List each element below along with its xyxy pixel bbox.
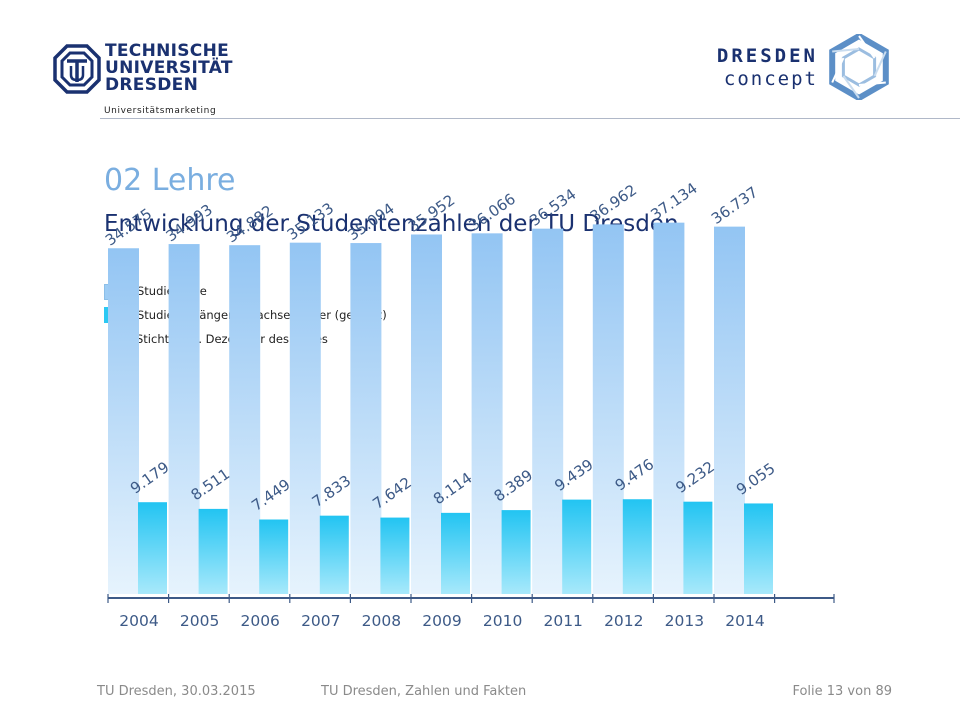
bar-studienanfaenger [683, 501, 713, 594]
page-subtitle: Entwicklung der Studentenzahlen der TU D… [104, 211, 679, 237]
x-tick-label: 2004 [119, 612, 158, 630]
x-tick-label: 2007 [301, 612, 340, 630]
data-label-studierende: 34.882 [223, 202, 276, 247]
bar-studierende [108, 248, 139, 594]
university-name: TECHNISCHE UNIVERSITÄT DRESDEN [105, 43, 245, 94]
bar-studierende [592, 224, 624, 594]
x-tick-label: 2012 [604, 612, 643, 630]
bar-studierende [471, 233, 503, 594]
data-label-studierende: 35.133 [284, 199, 337, 244]
data-label-studierende: 34.993 [163, 200, 216, 245]
tu-dresden-logo-icon [53, 44, 101, 94]
bar-studierende [168, 244, 200, 594]
unit-label: Universitätsmarketing [104, 106, 217, 116]
data-label-studierende: 36.534 [526, 185, 579, 230]
bar-studierende [532, 228, 564, 594]
dresden-concept-wordmark: DRESDEN concept [717, 44, 818, 90]
footer-topic: TU Dresden, Zahlen und Fakten [321, 684, 527, 699]
university-name-line: UNIVERSITÄT [105, 58, 233, 78]
data-label-studierende: 37.134 [647, 179, 700, 224]
x-tick-label: 2009 [422, 612, 461, 630]
data-label-studierende: 36.962 [587, 181, 640, 226]
x-tick-label: 2013 [665, 612, 704, 630]
bar-studierende [411, 234, 442, 595]
x-tick-label: 2006 [240, 612, 279, 630]
bar-studierende [229, 245, 261, 594]
x-tick-label: 2010 [483, 612, 522, 630]
bar-studienanfaenger [259, 519, 289, 594]
bar-studienanfaenger [138, 502, 167, 594]
page-title: 02 Lehre [104, 163, 236, 198]
x-tick-label: 2008 [362, 612, 401, 630]
x-tick-label: 2005 [180, 612, 219, 630]
bar-studienanfaenger [380, 517, 410, 594]
bar-studierende [653, 222, 685, 594]
data-label-studierende: 35.094 [344, 199, 397, 244]
bar-studienanfaenger [441, 512, 470, 594]
bar-studienanfaenger [319, 515, 349, 594]
x-tick-label: 2011 [543, 612, 582, 630]
university-name-line: TECHNISCHE [105, 41, 230, 61]
bar-studienanfaenger [622, 499, 652, 594]
partner-name-line: DRESDEN [716, 45, 818, 67]
bar-studienanfaenger [198, 508, 228, 594]
footer-slide-number: Folie 13 von 89 [792, 684, 892, 699]
bar-studierende [714, 226, 745, 594]
bar-studienanfaenger [744, 503, 773, 594]
university-name-line: DRESDEN [105, 75, 199, 95]
data-label-studierende: 34.575 [102, 205, 155, 250]
bar-studienanfaenger [562, 499, 592, 594]
footer-date: TU Dresden, 30.03.2015 [97, 684, 256, 699]
bar-studierende [350, 243, 382, 594]
bar-studienanfaenger [501, 510, 531, 594]
x-tick-label: 2014 [725, 612, 764, 630]
bar-studierende [289, 242, 321, 595]
partner-name-line: concept [723, 68, 818, 90]
dresden-concept-logo-icon [829, 34, 889, 100]
data-label-studierende: 36.066 [466, 190, 519, 235]
data-label-studierende: 36.737 [708, 183, 761, 228]
header-divider [100, 118, 960, 119]
data-label-studierende: 35.952 [405, 191, 458, 236]
